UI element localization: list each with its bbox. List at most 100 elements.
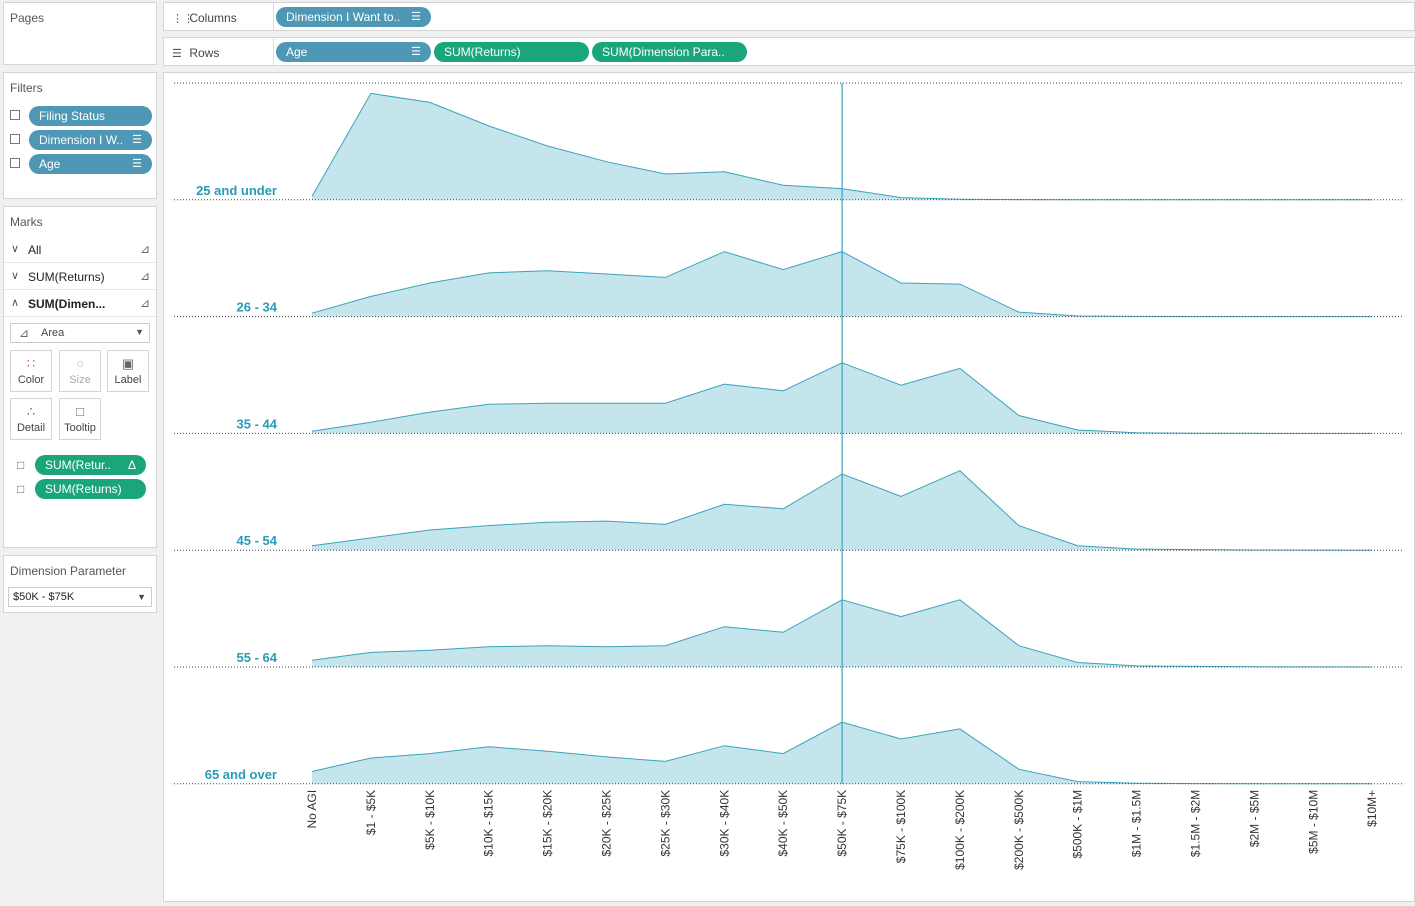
row-label: 25 and under	[196, 183, 277, 198]
row-label: 26 - 34	[237, 300, 278, 315]
label-icon: ▣	[121, 356, 135, 371]
columns-pill-label: Dimension I Want to..	[286, 10, 401, 24]
sort-icon: ☰	[132, 134, 142, 146]
parameter-card: Dimension Parameter $50K - $75K ▼	[3, 555, 157, 613]
marks-row-returns[interactable]: ∨ SUM(Returns) ⊿	[4, 264, 156, 290]
columns-icon: ⋮⋮	[172, 13, 194, 25]
mark-type-label: Area	[41, 327, 65, 339]
filter-pill-label: Dimension I W..	[39, 133, 124, 147]
delta-icon: Δ	[127, 458, 136, 472]
filter-icon	[10, 158, 20, 168]
label-button[interactable]: ▣ Label	[107, 350, 149, 392]
row-label: 35 - 44	[237, 416, 278, 431]
marks-row-all[interactable]: ∨ All ⊿	[4, 237, 156, 263]
chevron-down-icon: ▼	[135, 327, 144, 337]
x-tick-label: $15K - $20K	[541, 790, 555, 857]
filter-icon	[10, 110, 20, 120]
marks-pill-returns[interactable]: SUM(Returns)	[35, 479, 146, 499]
chevron-down-icon: ∨	[11, 270, 20, 282]
sort-icon: ☰	[411, 11, 421, 23]
filter-pill[interactable]: Age ☰	[29, 154, 152, 174]
x-tick-label: $200K - $500K	[1012, 790, 1026, 870]
marks-card: Marks ∨ All ⊿ ∨ SUM(Returns) ⊿ ∧ SUM(Dim…	[3, 206, 157, 548]
tooltip-icon: □	[17, 482, 25, 496]
filter-age[interactable]: Age ☰	[10, 154, 156, 174]
area-chart-icon: ⊿	[139, 269, 150, 283]
x-tick-label: $10M+	[1365, 790, 1379, 827]
tooltip-button[interactable]: □ Tooltip	[59, 398, 101, 440]
filter-pill[interactable]: Filing Status	[29, 106, 152, 126]
color-label: Color	[17, 374, 45, 386]
x-tick-label: $10K - $15K	[482, 790, 496, 857]
x-tick-label: $20K - $25K	[600, 790, 614, 857]
marks-pill-label: SUM(Retur..	[45, 458, 112, 472]
marks-title: Marks	[10, 215, 43, 229]
marks-pill-returns-diff[interactable]: SUM(Retur.. Δ	[35, 455, 146, 475]
chart-panel: 25 and under 26 - 34 35 - 44 45 - 54 55 - 64…	[163, 72, 1415, 902]
size-icon: ○	[76, 356, 84, 371]
label-label: Label	[114, 374, 142, 386]
rows-pill-dimension[interactable]: SUM(Dimension Para..	[592, 42, 747, 62]
filters-title: Filters	[10, 81, 43, 95]
tooltip-icon: □	[76, 404, 84, 419]
columns-label-text: Columns	[189, 11, 237, 25]
x-tick-label: $1 - $5K	[364, 790, 378, 835]
filter-pill-label: Age	[39, 157, 61, 171]
rows-icon: ☰	[172, 48, 182, 60]
x-tick-label: $50K - $75K	[835, 790, 849, 857]
size-button[interactable]: ○ Size	[59, 350, 101, 392]
tooltip-icon: □	[17, 458, 25, 472]
columns-shelf-label: ⋮⋮ Columns	[172, 11, 237, 25]
shelf-divider	[273, 38, 274, 65]
rows-label-text: Rows	[189, 46, 220, 60]
size-label: Size	[69, 374, 91, 386]
sort-icon: ☰	[411, 46, 421, 58]
rows-pill-label: Age	[286, 45, 308, 59]
x-tick-label: $5M - $10M	[1306, 790, 1320, 854]
tooltip-label: Tooltip	[64, 422, 96, 434]
detail-label: Detail	[16, 422, 46, 434]
color-dots-icon: ∷	[26, 356, 36, 371]
sort-icon: ☰	[132, 158, 142, 170]
parameter-value: $50K - $75K	[13, 591, 75, 603]
x-tick-label: $500K - $1M	[1071, 790, 1085, 859]
area-fill-0	[312, 93, 1373, 200]
mark-type-select[interactable]: ⊿ Area ▼	[10, 323, 150, 343]
rows-shelf-label: ☰ Rows	[172, 46, 219, 60]
columns-pill[interactable]: Dimension I Want to.. ☰	[276, 7, 431, 27]
rows-shelf[interactable]: ☰ Rows Age ☰ SUM(Returns) SUM(Dimension …	[163, 37, 1415, 66]
x-tick-label: $25K - $30K	[658, 790, 672, 857]
area-chart-icon: ⊿	[139, 242, 150, 256]
x-tick-label: $2M - $5M	[1247, 790, 1261, 847]
filter-pill[interactable]: Dimension I W.. ☰	[29, 130, 152, 150]
filter-dimension[interactable]: Dimension I W.. ☰	[10, 130, 156, 150]
shelf-divider	[273, 3, 274, 30]
x-tick-label: $30K - $40K	[717, 790, 731, 857]
detail-dots-icon: ∴	[26, 404, 36, 419]
marks-row-label: SUM(Returns)	[28, 270, 105, 284]
rows-pill-returns[interactable]: SUM(Returns)	[434, 42, 589, 62]
x-tick-label: $1M - $1.5M	[1130, 790, 1144, 857]
ridgeline-chart[interactable]: 25 and under 26 - 34 35 - 44 45 - 54 55 - 64…	[164, 73, 1414, 901]
filter-icon	[10, 134, 20, 144]
columns-shelf[interactable]: ⋮⋮ Columns Dimension I Want to.. ☰	[163, 2, 1415, 31]
pages-card[interactable]: Pages	[3, 2, 157, 65]
chevron-down-icon: ∨	[11, 243, 20, 255]
filter-filing-status[interactable]: Filing Status	[10, 106, 156, 126]
color-button[interactable]: ∷ Color	[10, 350, 52, 392]
marks-row-label: SUM(Dimen...	[28, 297, 106, 311]
area-chart-icon: ⊿	[139, 296, 150, 310]
parameter-select[interactable]: $50K - $75K ▼	[8, 587, 152, 607]
chevron-up-icon: ∧	[11, 297, 20, 309]
area-chart-icon: ⊿	[19, 326, 30, 340]
parameter-title: Dimension Parameter	[10, 564, 127, 578]
row-label: 65 and over	[205, 767, 277, 782]
rows-pill-age[interactable]: Age ☰	[276, 42, 431, 62]
x-tick-label: $100K - $200K	[953, 790, 967, 870]
marks-row-label: All	[28, 243, 42, 257]
row-label: 45 - 54	[237, 533, 278, 548]
x-tick-label: No AGI	[305, 790, 319, 829]
x-tick-label: $1.5M - $2M	[1189, 790, 1203, 857]
marks-row-dimension[interactable]: ∧ SUM(Dimen... ⊿	[4, 291, 156, 317]
detail-button[interactable]: ∴ Detail	[10, 398, 52, 440]
